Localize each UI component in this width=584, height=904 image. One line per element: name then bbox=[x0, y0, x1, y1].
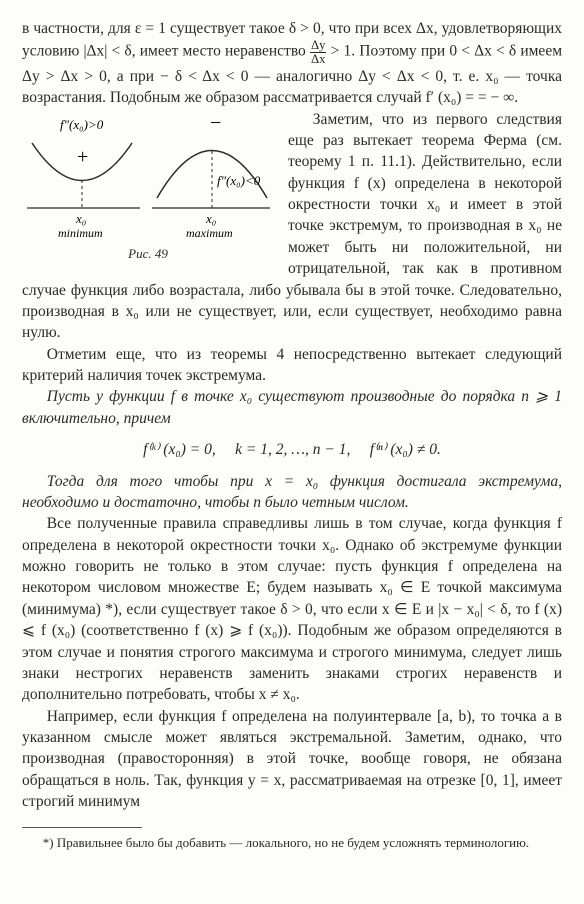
figure-49: f″(x₀)>0 + x₀ minimum − f″(x₀)<0 x₀ maxi… bbox=[22, 113, 274, 263]
left-x0: x₀ bbox=[75, 211, 86, 226]
para-4: Пусть у функции f в точке x₀ существуют … bbox=[22, 386, 562, 429]
para-5: Тогда для того чтобы при x = x₀ функция … bbox=[22, 471, 562, 514]
right-sub-label: maximum bbox=[186, 226, 233, 240]
right-sign: − bbox=[210, 113, 221, 134]
fraction: ΔyΔx bbox=[310, 39, 327, 65]
left-sign: + bbox=[77, 146, 88, 168]
fraction-numerator: Δy bbox=[310, 39, 327, 52]
fraction-denominator: Δx bbox=[310, 52, 327, 66]
formula: f⁽ᵏ⁾ (x₀) = 0, k = 1, 2, …, n − 1, f⁽ⁿ⁾ … bbox=[22, 439, 562, 460]
right-x0: x₀ bbox=[205, 211, 216, 226]
para-3: Отметим еще, что из теоремы 4 непосредст… bbox=[22, 344, 562, 387]
right-curve-label: f″(x₀)<0 bbox=[217, 173, 261, 188]
footnote: *) Правильнее было бы добавить — локальн… bbox=[22, 834, 562, 852]
para-6: Все полученные правила справедливы лишь … bbox=[22, 513, 562, 705]
para-1: в частности, для ε = 1 существует такое … bbox=[22, 18, 562, 109]
footnote-rule bbox=[22, 827, 142, 828]
para-7: Например, если функция f определена на п… bbox=[22, 706, 562, 813]
figure-svg: f″(x₀)>0 + x₀ minimum − f″(x₀)<0 x₀ maxi… bbox=[22, 113, 274, 243]
left-curve-label: f″(x₀)>0 bbox=[60, 117, 104, 132]
figure-caption: Рис. 49 bbox=[22, 245, 274, 263]
left-sub-label: minimum bbox=[58, 226, 103, 240]
